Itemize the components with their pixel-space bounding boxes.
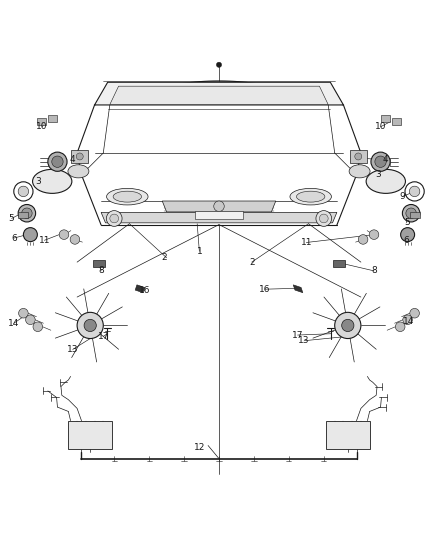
Text: 17: 17 [292, 330, 304, 340]
Circle shape [33, 322, 42, 332]
Bar [381, 116, 390, 123]
Bar [48, 116, 57, 123]
Polygon shape [95, 82, 343, 105]
Text: 1: 1 [197, 247, 202, 256]
Bar [392, 118, 401, 125]
Text: 5: 5 [9, 214, 14, 223]
Circle shape [355, 153, 362, 160]
Circle shape [396, 322, 405, 332]
Text: 2: 2 [249, 257, 254, 266]
Text: 5: 5 [404, 219, 410, 228]
Circle shape [77, 312, 103, 338]
Text: 16: 16 [259, 285, 271, 294]
Circle shape [371, 152, 390, 171]
Ellipse shape [349, 165, 370, 178]
Bar [350, 150, 367, 163]
Bar [326, 421, 370, 449]
Text: 4: 4 [382, 155, 388, 164]
Circle shape [59, 230, 69, 239]
Ellipse shape [366, 169, 406, 193]
Bar [71, 150, 88, 163]
Circle shape [25, 315, 35, 325]
Ellipse shape [297, 191, 325, 202]
Ellipse shape [290, 188, 332, 205]
Bar [410, 212, 420, 219]
Circle shape [410, 186, 420, 197]
Text: 9: 9 [399, 192, 405, 201]
Circle shape [316, 211, 332, 227]
Circle shape [403, 315, 413, 325]
Circle shape [21, 208, 32, 219]
Polygon shape [135, 285, 145, 293]
Circle shape [410, 309, 420, 318]
Text: 12: 12 [194, 443, 205, 452]
Polygon shape [293, 285, 303, 293]
Text: 17: 17 [98, 332, 109, 341]
Text: 6: 6 [404, 236, 410, 245]
Bar [18, 212, 28, 219]
Bar [37, 118, 46, 125]
Circle shape [216, 62, 222, 67]
Circle shape [106, 211, 122, 227]
Text: 2: 2 [162, 253, 167, 262]
Circle shape [406, 208, 417, 219]
Circle shape [18, 309, 28, 318]
Text: 8: 8 [98, 266, 104, 276]
Text: 13: 13 [67, 345, 78, 354]
Circle shape [52, 156, 63, 167]
Text: 10: 10 [36, 122, 48, 131]
Text: 3: 3 [35, 177, 41, 186]
Circle shape [110, 214, 119, 223]
Circle shape [76, 153, 83, 160]
Ellipse shape [113, 191, 141, 202]
Circle shape [335, 312, 361, 338]
Polygon shape [110, 86, 328, 104]
Bar [93, 260, 106, 266]
Bar [195, 212, 243, 220]
Circle shape [403, 205, 420, 222]
Text: 16: 16 [139, 286, 151, 295]
Polygon shape [162, 201, 276, 212]
Circle shape [18, 205, 35, 222]
Text: 11: 11 [39, 236, 50, 245]
Bar [332, 260, 345, 266]
Circle shape [319, 214, 328, 223]
Text: 6: 6 [11, 233, 17, 243]
Circle shape [375, 156, 386, 167]
Circle shape [70, 235, 80, 244]
Circle shape [358, 235, 368, 244]
Text: 11: 11 [300, 238, 312, 247]
Circle shape [18, 186, 28, 197]
Circle shape [84, 319, 96, 332]
Circle shape [342, 319, 354, 332]
Ellipse shape [32, 169, 72, 193]
Circle shape [48, 152, 67, 171]
Text: 14: 14 [403, 317, 415, 326]
Bar [68, 421, 112, 449]
Text: 3: 3 [375, 171, 381, 179]
Circle shape [401, 228, 415, 241]
Text: 14: 14 [8, 319, 19, 328]
Circle shape [23, 228, 37, 241]
Polygon shape [101, 212, 337, 223]
Text: 10: 10 [375, 122, 386, 131]
Text: 8: 8 [371, 266, 377, 276]
Text: 4: 4 [70, 155, 75, 164]
Ellipse shape [106, 188, 148, 205]
Circle shape [369, 230, 379, 239]
Ellipse shape [68, 165, 89, 178]
Circle shape [214, 201, 224, 212]
Text: 13: 13 [298, 336, 310, 345]
